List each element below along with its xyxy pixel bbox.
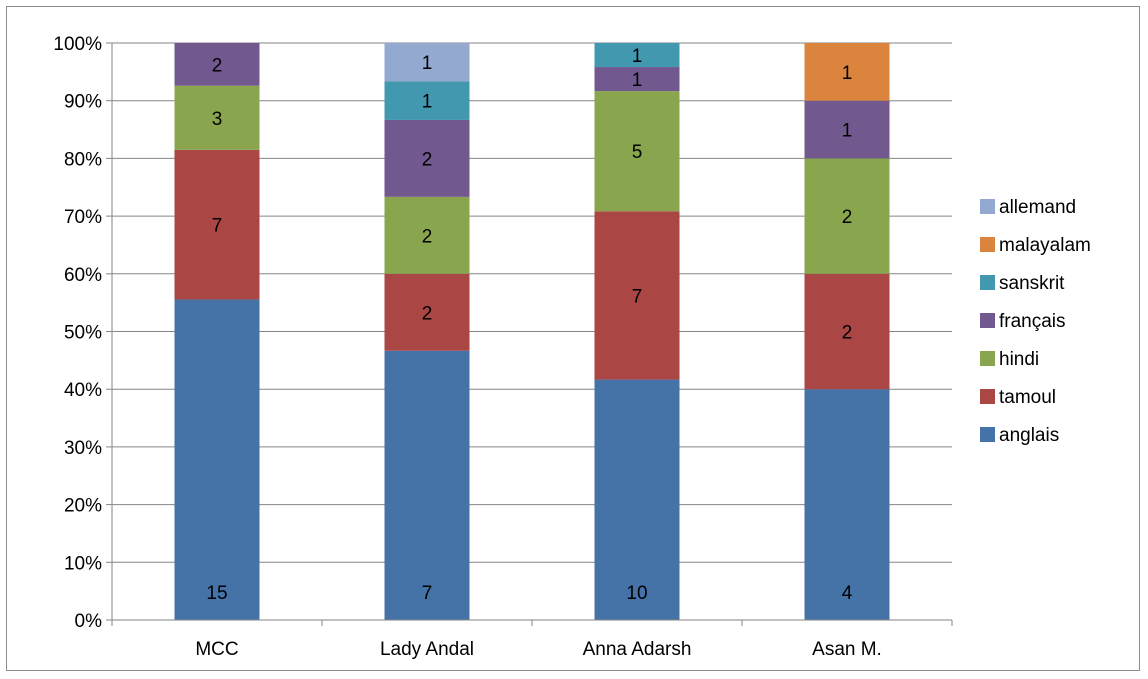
y-tick-label: 30%: [64, 438, 102, 459]
bar-segment: [384, 273, 470, 351]
data-label: 1: [632, 70, 643, 91]
data-label: 7: [212, 216, 223, 237]
legend-swatch: [980, 351, 995, 366]
legend-label: hindi: [999, 349, 1039, 370]
y-tick-label: 20%: [64, 496, 102, 517]
legend-swatch: [980, 313, 995, 328]
bar-segment: [174, 85, 260, 150]
x-tick-label: Asan M.: [812, 639, 882, 660]
legend-label: malayalam: [999, 235, 1091, 256]
data-label: 2: [842, 323, 853, 344]
x-tick-label: MCC: [195, 639, 238, 660]
data-label: 7: [422, 583, 433, 604]
data-label: 2: [212, 55, 223, 76]
data-label: 3: [212, 109, 223, 130]
data-label: 2: [422, 149, 433, 170]
legend-swatch: [980, 427, 995, 442]
bar-segment: [804, 43, 890, 101]
y-tick-label: 0%: [75, 611, 103, 632]
data-label: 15: [206, 583, 227, 604]
bar-segment: [174, 299, 260, 620]
y-tick-label: 10%: [64, 553, 102, 574]
data-labels: 15 7 3 2 7 2 2 2 1 1 10 7 5 1 1 4 2 2 1 1: [206, 46, 852, 604]
legend-swatch: [980, 237, 995, 252]
bar-segment: [594, 43, 680, 68]
bar-segment: [804, 273, 890, 390]
legend-label: sanskrit: [999, 273, 1065, 294]
bar-segment: [384, 196, 470, 274]
data-label: 10: [626, 583, 647, 604]
legend-label: français: [999, 311, 1066, 332]
bar-segment: [384, 81, 470, 120]
data-label: 1: [422, 92, 433, 113]
bar-segment: [594, 379, 680, 620]
legend-swatch: [980, 199, 995, 214]
data-label: 5: [632, 142, 643, 163]
data-label: 2: [842, 207, 853, 228]
data-label: 1: [842, 121, 853, 142]
data-label: 2: [422, 303, 433, 324]
bar-segment: [384, 119, 470, 197]
legend-swatch: [980, 389, 995, 404]
bar-segment: [594, 91, 680, 212]
y-tick-label: 80%: [64, 149, 102, 170]
data-label: 1: [842, 63, 853, 84]
axes: 0% 10% 20% 30% 40% 50% 60% 70% 80% 90% 100% MCC Lady…: [53, 34, 953, 660]
bar-segment: [174, 149, 260, 300]
bars: [174, 43, 890, 620]
y-tick-label: 100%: [53, 34, 102, 55]
bar-segment: [594, 67, 680, 92]
data-label: 1: [422, 53, 433, 74]
data-label: 1: [632, 46, 643, 67]
y-tick-label: 90%: [64, 92, 102, 113]
bar-segment: [174, 43, 260, 86]
data-label: 2: [422, 226, 433, 247]
bar-segment: [804, 100, 890, 159]
x-tick-label: Lady Andal: [380, 639, 474, 660]
legend-label: allemand: [999, 197, 1076, 218]
y-tick-label: 60%: [64, 265, 102, 286]
bar-segment: [384, 43, 470, 82]
y-tick-label: 70%: [64, 207, 102, 228]
bar-segment: [804, 389, 890, 620]
x-tick-label: Anna Adarsh: [583, 639, 692, 660]
y-tick-label: 50%: [64, 323, 102, 344]
bar-segment: [594, 211, 680, 380]
data-label: 4: [842, 583, 853, 604]
bar-segment: [384, 350, 470, 620]
legend-label: tamoul: [999, 387, 1056, 408]
legend-label: anglais: [999, 425, 1059, 446]
legend: allemand malayalam sanskrit français hindi ta…: [980, 197, 1091, 446]
bar-segment: [804, 158, 890, 274]
y-tick-label: 40%: [64, 380, 102, 401]
data-label: 7: [632, 286, 643, 307]
legend-swatch: [980, 275, 995, 290]
